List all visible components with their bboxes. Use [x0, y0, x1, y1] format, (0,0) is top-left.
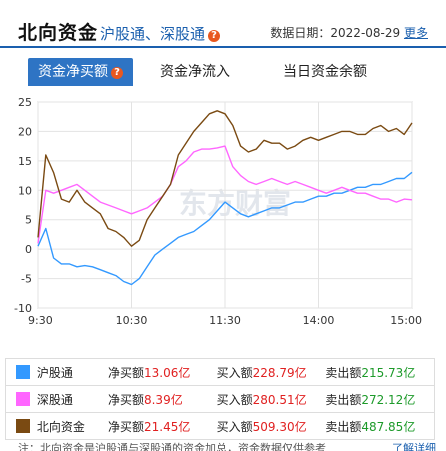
legend-name: 沪股通	[36, 365, 73, 380]
buy-value: 509.30亿	[252, 419, 307, 434]
sell-cell: 卖出额272.12亿	[325, 391, 434, 408]
tab-net-buy[interactable]: 资金净买额?	[28, 58, 133, 86]
x-tick-label: 9:30	[28, 314, 53, 327]
buy-label: 买入额	[216, 419, 253, 434]
page-subtitle: 沪股通、深股通?	[100, 23, 221, 44]
more-link[interactable]: 更多	[403, 26, 428, 40]
legend-row-north: 北向资金 净买额21.45亿 买入额509.30亿 卖出额487.85亿	[6, 413, 434, 440]
series-line-1	[37, 145, 413, 244]
buy-cell: 买入额280.51亿	[217, 391, 326, 408]
y-tick-label: 10	[18, 184, 32, 197]
buy-label: 买入额	[216, 392, 253, 407]
legend-table: 沪股通 净买额13.06亿 买入额228.79亿 卖出额215.73亿 深股通 …	[5, 358, 435, 440]
tab-net-inflow[interactable]: 资金净流入	[160, 58, 230, 86]
y-tick-label: 15	[18, 155, 32, 168]
net-buy-value: 21.45亿	[143, 419, 191, 434]
buy-value: 280.51亿	[252, 392, 307, 407]
net-buy-value: 8.39亿	[143, 392, 183, 407]
tab-net-inflow-label: 资金净流入	[160, 64, 230, 80]
north-flow-chart: 东方财富 -10 -5 0 5 10 15 20 25 9:30 10:30 11:30 14:00 15…	[14, 96, 422, 327]
sell-label: 卖出额	[325, 392, 362, 407]
sell-label: 卖出额	[325, 419, 362, 434]
legend-name: 北向资金	[36, 419, 85, 434]
y-tick-label: -10	[14, 302, 32, 315]
sz-color-swatch	[16, 392, 30, 406]
y-tick-label: 5	[25, 214, 32, 227]
help-icon[interactable]: ?	[208, 30, 221, 42]
data-date: 数据日期：2022-08-29 更多	[270, 24, 428, 41]
y-tick-label: 20	[18, 125, 32, 138]
y-tick-label: 25	[18, 96, 32, 109]
y-tick-label: 0	[25, 243, 32, 256]
subtitle-text: 沪股通、深股通	[100, 25, 206, 43]
x-tick-label: 15:00	[390, 314, 422, 327]
buy-value: 228.79亿	[252, 365, 307, 380]
sell-label: 卖出额	[325, 365, 362, 380]
net-buy-label: 净买额	[107, 419, 144, 434]
x-tick-label: 14:00	[303, 314, 335, 327]
footer-note: 注：北向资金是沪股通与深股通的资金加总，资金数据仅供参考	[18, 442, 326, 451]
sell-cell: 卖出额487.85亿	[325, 418, 434, 435]
net-buy-label: 净买额	[107, 365, 144, 380]
net-buy-cell: 净买额21.45亿	[108, 418, 217, 435]
series-line-2	[37, 110, 413, 247]
chart-area: 东方财富 -10 -5 0 5 10 15 20 25 9:30 10:30 11:30 14:00 15…	[0, 90, 446, 335]
y-tick-label: -5	[21, 273, 32, 286]
north-color-swatch	[16, 419, 30, 433]
tab-help-icon[interactable]: ?	[111, 67, 123, 79]
net-buy-cell: 净买额13.06亿	[108, 364, 217, 381]
net-buy-value: 13.06亿	[143, 365, 191, 380]
tab-net-buy-label: 资金净买额	[38, 64, 108, 80]
tab-daily-balance-label: 当日资金余额	[283, 64, 367, 80]
x-tick-label: 11:30	[209, 314, 241, 327]
sh-color-swatch	[16, 365, 30, 379]
sell-value: 272.12亿	[361, 392, 416, 407]
date-label: 数据日期：2022-08-29	[270, 26, 401, 40]
buy-cell: 买入额228.79亿	[217, 364, 326, 381]
legend-row-sh: 沪股通 净买额13.06亿 买入额228.79亿 卖出额215.73亿	[6, 359, 434, 386]
learn-more-link[interactable]: 了解详细	[392, 442, 436, 451]
legend-row-sz: 深股通 净买额8.39亿 买入额280.51亿 卖出额272.12亿	[6, 386, 434, 413]
sell-value: 215.73亿	[361, 365, 416, 380]
x-tick-label: 10:30	[116, 314, 148, 327]
sell-cell: 卖出额215.73亿	[325, 364, 434, 381]
net-buy-cell: 净买额8.39亿	[108, 391, 217, 408]
buy-label: 买入额	[216, 365, 253, 380]
net-buy-label: 净买额	[107, 392, 144, 407]
legend-name: 深股通	[36, 392, 73, 407]
tab-bar: 资金净买额? 资金净流入 当日资金余额	[0, 58, 446, 88]
chart-watermark: 东方财富	[179, 187, 291, 220]
panel-header: 北向资金 沪股通、深股通? 数据日期：2022-08-29 更多	[0, 0, 446, 48]
page-title: 北向资金	[18, 22, 99, 44]
buy-cell: 买入额509.30亿	[217, 418, 326, 435]
sell-value: 487.85亿	[361, 419, 416, 434]
tab-daily-balance[interactable]: 当日资金余额	[283, 58, 367, 86]
